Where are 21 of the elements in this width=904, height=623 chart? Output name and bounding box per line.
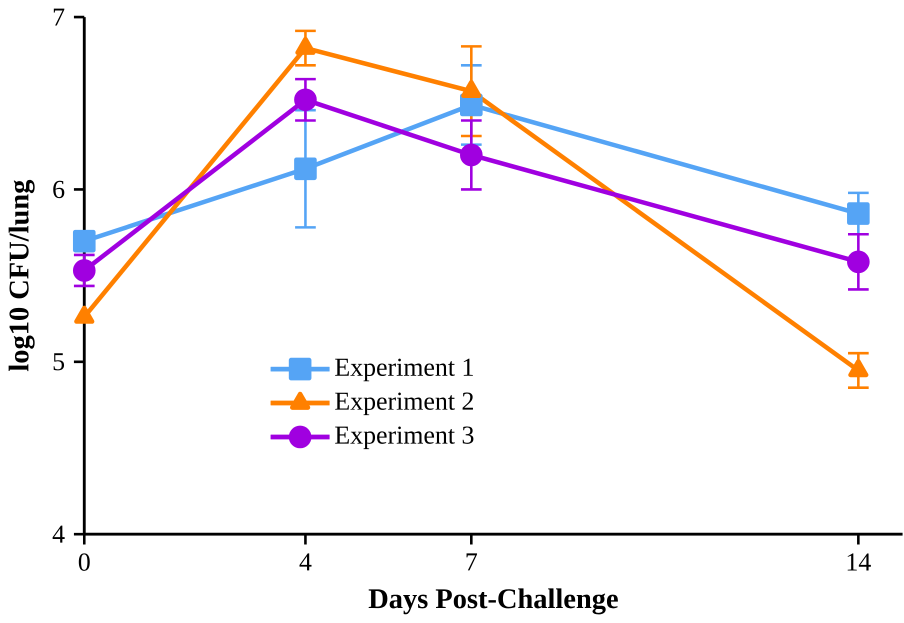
- x-tick-label: 0: [78, 553, 90, 571]
- y-tick-label: 6: [53, 180, 64, 198]
- legend-label: Experiment 1: [335, 358, 473, 382]
- point: [460, 94, 483, 116]
- y-tick-label: 7: [54, 8, 64, 26]
- point: [72, 259, 96, 282]
- y-axis-title: log10 CFU/lung: [8, 180, 35, 372]
- legend-label: Experiment 3: [335, 426, 474, 450]
- x-tick-label: 4: [299, 553, 312, 570]
- point: [294, 157, 317, 180]
- point: [847, 202, 870, 225]
- y-tick-label: 4: [52, 526, 65, 543]
- point: [72, 230, 96, 252]
- point: [460, 144, 483, 166]
- point: [847, 250, 870, 274]
- legend-label: Experiment 2: [335, 392, 473, 416]
- x-tick-label: 7: [466, 553, 478, 570]
- point: [294, 88, 317, 112]
- x-axis-title: Days Post-Challenge: [368, 588, 618, 614]
- y-tick-label: 5: [54, 353, 64, 370]
- x-tick-label: 14: [848, 553, 871, 570]
